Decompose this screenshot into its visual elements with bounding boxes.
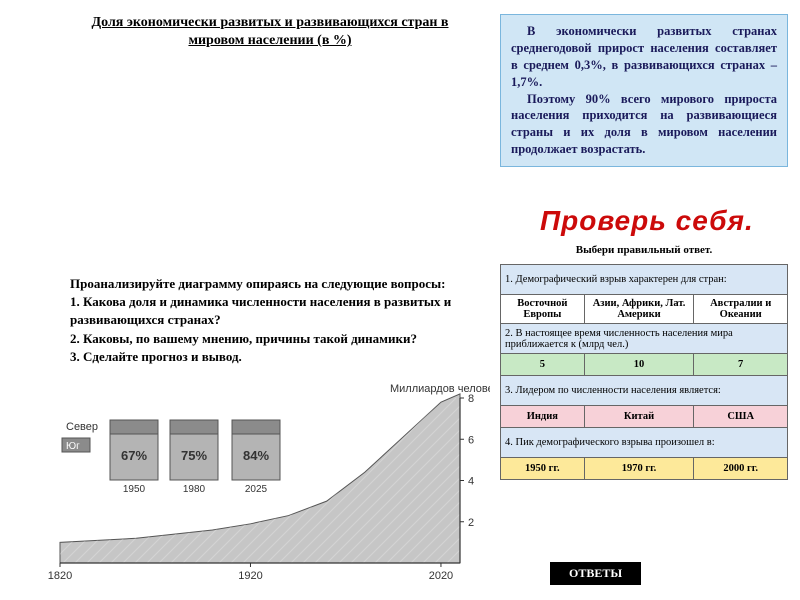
svg-text:2025: 2025 [245, 484, 268, 495]
quiz-q4: 4. Пик демографического взрыва произошел… [501, 428, 788, 458]
quiz-a2-2[interactable]: 10 [584, 354, 694, 376]
check-yourself-title: Проверь себя. [540, 205, 754, 237]
svg-text:1950: 1950 [123, 484, 146, 495]
quiz-q3: 3. Лидером по численности населения явля… [501, 376, 788, 406]
quiz-q2: 2. В настоящее время численность населен… [501, 324, 788, 354]
svg-text:75%: 75% [181, 448, 207, 463]
svg-text:1820: 1820 [48, 570, 72, 580]
quiz-a4-3[interactable]: 2000 гг. [694, 458, 788, 480]
svg-text:Юг: Юг [66, 441, 80, 452]
svg-text:2: 2 [468, 517, 474, 529]
quiz-q1: 1. Демографический взрыв характерен для … [501, 265, 788, 295]
question-1: 1. Какова доля и динамика численности на… [70, 293, 490, 329]
svg-text:1980: 1980 [183, 484, 206, 495]
svg-text:Миллиардов человек: Миллиардов человек [390, 383, 490, 395]
answers-button[interactable]: ОТВЕТЫ [550, 562, 641, 585]
svg-text:6: 6 [468, 434, 474, 446]
svg-text:4: 4 [468, 476, 474, 488]
page-title: Доля экономически развитых и развивающих… [80, 14, 460, 50]
info-p2: Поэтому 90% всего мирового прироста насе… [511, 91, 777, 159]
population-chart: 2468182019202020Миллиардов человекСеверЮ… [30, 380, 490, 580]
questions-intro: Проанализируйте диаграмму опираясь на сл… [70, 275, 490, 293]
svg-text:84%: 84% [243, 448, 269, 463]
question-3: 3. Сделайте прогноз и вывод. [70, 348, 490, 366]
choose-label: Выбери правильный ответ. [500, 244, 788, 256]
analysis-questions: Проанализируйте диаграмму опираясь на сл… [70, 275, 490, 366]
quiz-a2-1[interactable]: 5 [501, 354, 585, 376]
quiz-a1-1[interactable]: Восточной Европы [501, 295, 585, 324]
quiz-table: 1. Демографический взрыв характерен для … [500, 264, 788, 480]
quiz-a3-2[interactable]: Китай [584, 406, 694, 428]
quiz-a4-2[interactable]: 1970 гг. [584, 458, 694, 480]
info-p1: В экономически развитых странах среднего… [511, 23, 777, 91]
quiz-a3-3[interactable]: США [694, 406, 788, 428]
quiz-a3-1[interactable]: Индия [501, 406, 585, 428]
svg-text:2020: 2020 [429, 570, 453, 580]
info-box: В экономически развитых странах среднего… [500, 14, 788, 167]
svg-text:1920: 1920 [238, 570, 262, 580]
quiz-a1-2[interactable]: Азии, Африки, Лат. Америки [584, 295, 694, 324]
svg-text:Север: Север [66, 421, 98, 433]
question-2: 2. Каковы, по вашему мнению, причины так… [70, 330, 490, 348]
quiz-a2-3[interactable]: 7 [694, 354, 788, 376]
quiz-a4-1[interactable]: 1950 гг. [501, 458, 585, 480]
quiz-a1-3[interactable]: Австралии и Океании [694, 295, 788, 324]
svg-text:67%: 67% [121, 448, 147, 463]
